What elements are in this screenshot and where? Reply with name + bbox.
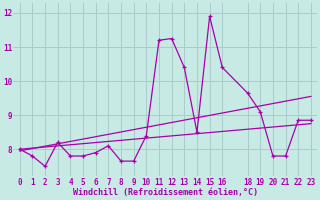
X-axis label: Windchill (Refroidissement éolien,°C): Windchill (Refroidissement éolien,°C) (73, 188, 258, 197)
